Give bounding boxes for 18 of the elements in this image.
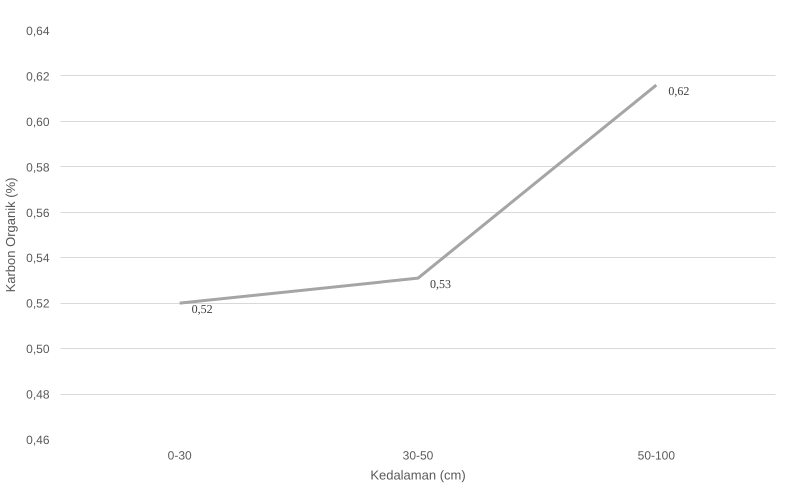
y-tick-label: 0,50 [26, 342, 50, 356]
x-tick-label: 0-30 [168, 448, 192, 462]
data-label: 0,52 [192, 302, 213, 316]
data-label: 0,62 [668, 84, 690, 98]
y-tick-label: 0,58 [26, 160, 50, 174]
y-tick-label: 0,64 [26, 24, 50, 38]
y-tick-label: 0,60 [26, 114, 50, 129]
y-tick-label: 0,52 [26, 296, 50, 311]
y-tick-label: 0,48 [26, 388, 50, 402]
y-axis-title: Karbon Organik (%) [3, 178, 18, 292]
data-label: 0,53 [430, 277, 451, 292]
x-axis-title: Kedalaman (cm) [370, 468, 466, 482]
y-tick-label: 0,56 [26, 206, 50, 220]
y-tick-label: 0,54 [26, 251, 50, 266]
x-tick-label: 50-100 [638, 448, 676, 462]
y-tick-label: 0,46 [26, 433, 50, 447]
x-tick-label: 30-50 [402, 448, 434, 462]
y-tick-label: 0,62 [26, 69, 50, 84]
